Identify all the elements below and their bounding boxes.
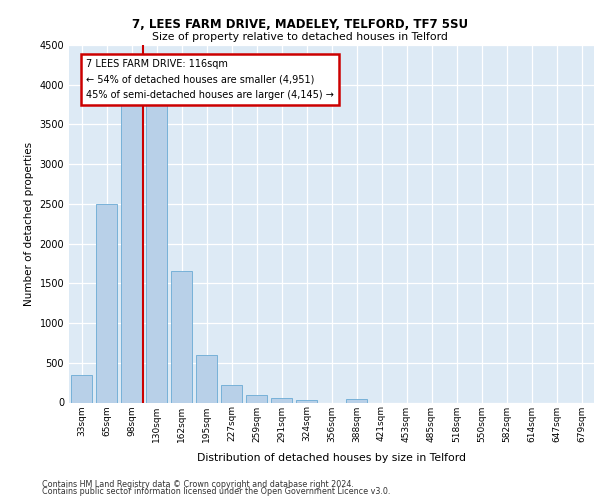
Bar [71,374,92,402]
Text: Contains public sector information licensed under the Open Government Licence v3: Contains public sector information licen… [42,488,391,496]
X-axis label: Distribution of detached houses by size in Telford: Distribution of detached houses by size … [197,453,466,463]
Bar [121,104,142,403]
Bar [346,398,367,402]
Bar [146,104,167,403]
Bar [96,204,117,402]
Text: Contains HM Land Registry data © Crown copyright and database right 2024.: Contains HM Land Registry data © Crown c… [42,480,354,489]
Bar [271,398,292,402]
Bar [196,355,217,403]
Bar [296,400,317,402]
Text: 7, LEES FARM DRIVE, MADELEY, TELFORD, TF7 5SU: 7, LEES FARM DRIVE, MADELEY, TELFORD, TF… [132,18,468,30]
Bar [171,272,192,402]
Bar [221,384,242,402]
Y-axis label: Number of detached properties: Number of detached properties [24,142,34,306]
Text: Size of property relative to detached houses in Telford: Size of property relative to detached ho… [152,32,448,42]
Text: 7 LEES FARM DRIVE: 116sqm
← 54% of detached houses are smaller (4,951)
45% of se: 7 LEES FARM DRIVE: 116sqm ← 54% of detac… [86,60,334,100]
Bar [246,394,267,402]
